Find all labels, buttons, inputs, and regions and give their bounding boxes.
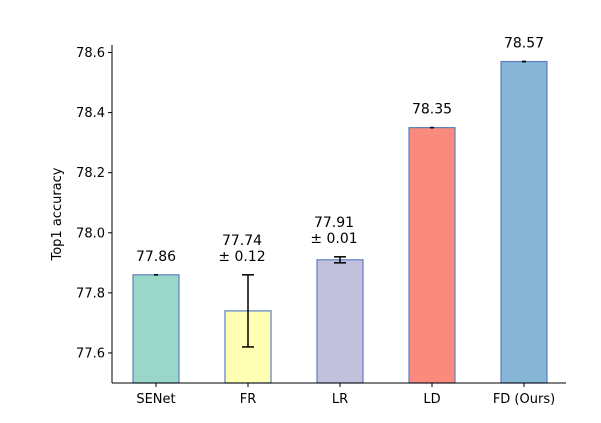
y-tick-label-2: 78.0 xyxy=(76,226,105,241)
data-label-1-0: 77.74 xyxy=(222,233,262,249)
x-ticks-group: SENet FR LR LD FD (Ours) xyxy=(136,383,555,407)
data-label-4-0: 78.57 xyxy=(504,36,544,52)
y-axis-label: Top1 accuracy xyxy=(50,167,65,261)
x-tick-label-1: FR xyxy=(240,392,257,407)
bar-4 xyxy=(500,60,548,384)
bar-0 xyxy=(132,274,180,384)
data-label-2-1: ± 0.01 xyxy=(310,231,357,247)
x-tick-label-0: SENet xyxy=(136,392,175,407)
x-tick-label-2: LR xyxy=(332,392,348,407)
axes-group xyxy=(111,45,566,384)
y-tick-label-3: 78.2 xyxy=(76,166,105,181)
y-tick-label-5: 78.6 xyxy=(76,46,105,61)
data-label-3-0: 78.35 xyxy=(412,102,452,118)
bar-2 xyxy=(316,259,364,384)
y-tick-label-4: 78.4 xyxy=(76,106,105,121)
y-tick-label-0: 77.6 xyxy=(76,346,105,361)
data-label-2-0: 77.91 xyxy=(314,215,354,231)
error-bars-group xyxy=(154,60,526,348)
data-labels-group: 77.86 77.74± 0.12 77.91± 0.01 78.35 78.57 xyxy=(136,36,544,265)
data-label-0-0: 77.86 xyxy=(136,249,176,265)
x-tick-label-4: FD (Ours) xyxy=(493,392,555,407)
bar-3 xyxy=(408,127,456,384)
data-label-1-1: ± 0.12 xyxy=(218,249,265,265)
error-bar-1 xyxy=(242,274,254,348)
x-tick-label-3: LD xyxy=(423,392,440,407)
y-tick-label-1: 77.8 xyxy=(76,286,105,301)
y-ticks-group: 77.6 77.8 78.0 78.2 78.4 78.6 xyxy=(76,46,112,361)
error-bar-2 xyxy=(334,256,346,264)
